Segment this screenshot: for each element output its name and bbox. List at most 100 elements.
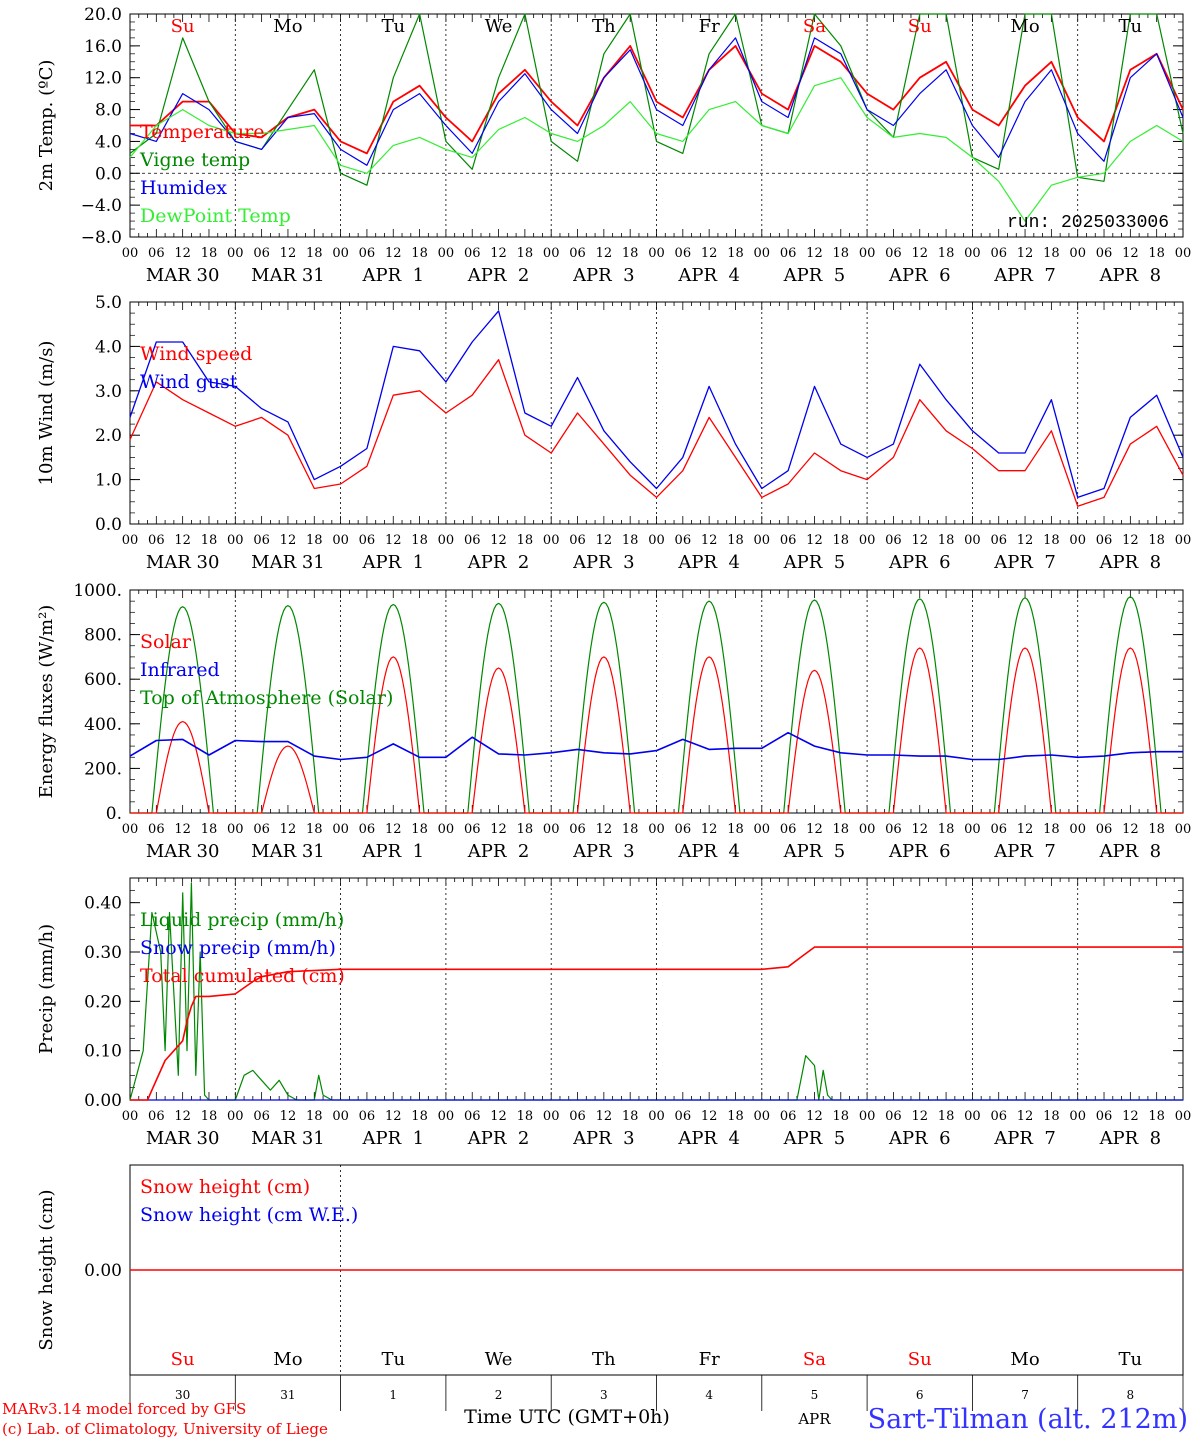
hour-tick-label: 06 bbox=[359, 1109, 376, 1124]
hour-tick-label: 00 bbox=[543, 246, 560, 261]
legend-entry: Wind speed bbox=[140, 343, 252, 365]
hour-tick-label: 06 bbox=[885, 533, 902, 548]
solar-line bbox=[130, 647, 1183, 814]
hour-tick-label: 18 bbox=[833, 1109, 850, 1124]
hour-tick-label: 18 bbox=[622, 822, 639, 837]
hour-tick-label: 18 bbox=[727, 822, 744, 837]
date-label: MAR 30 bbox=[146, 265, 220, 286]
hour-tick-label: 06 bbox=[464, 533, 481, 548]
weekday-label: Fr bbox=[699, 1349, 720, 1370]
date-label: APR 4 bbox=[677, 265, 740, 286]
hour-tick-label: 00 bbox=[227, 1109, 244, 1124]
hour-tick-label: 06 bbox=[359, 533, 376, 548]
day-number-label: 5 bbox=[811, 1388, 819, 1402]
credit-line: MARv3.14 model forced by GFS bbox=[2, 1400, 246, 1418]
hour-tick-label: 18 bbox=[833, 246, 850, 261]
y-tick-label: 0.00 bbox=[84, 1091, 122, 1111]
date-label: APR 1 bbox=[361, 265, 424, 286]
weekday-label: Fr bbox=[699, 16, 720, 37]
y-tick-label: 1.0 bbox=[95, 471, 122, 491]
date-label: APR 4 bbox=[677, 1128, 740, 1149]
y-axis-label: Precip (mm/h) bbox=[36, 924, 57, 1054]
hour-tick-label: 18 bbox=[201, 1109, 218, 1124]
hour-tick-label: 18 bbox=[1148, 1109, 1165, 1124]
hour-tick-label: 18 bbox=[517, 1109, 534, 1124]
hour-tick-label: 06 bbox=[569, 533, 586, 548]
hour-tick-label: 06 bbox=[1096, 822, 1113, 837]
date-label: MAR 30 bbox=[146, 841, 220, 862]
hour-tick-label: 06 bbox=[885, 246, 902, 261]
hour-tick-label: 12 bbox=[911, 1109, 928, 1124]
series-line-0 bbox=[129, 359, 1184, 507]
hour-tick-label: 18 bbox=[622, 533, 639, 548]
hour-tick-label: 06 bbox=[675, 822, 692, 837]
hour-tick-label: 00 bbox=[964, 822, 981, 837]
hour-tick-label: 00 bbox=[1175, 533, 1192, 548]
date-label: APR 3 bbox=[572, 265, 635, 286]
hour-tick-label: 00 bbox=[648, 246, 665, 261]
hour-tick-label: 00 bbox=[859, 1109, 876, 1124]
hour-tick-label: 00 bbox=[227, 246, 244, 261]
legend-entry: DewPoint Temp bbox=[140, 205, 291, 227]
date-label: APR 5 bbox=[783, 552, 846, 573]
hour-tick-label: 12 bbox=[1122, 1109, 1139, 1124]
day-number-label: 1 bbox=[389, 1388, 397, 1402]
date-label: APR 6 bbox=[888, 841, 951, 862]
hour-tick-label: 12 bbox=[596, 533, 613, 548]
hour-tick-label: 12 bbox=[280, 822, 297, 837]
hour-tick-label: 18 bbox=[1148, 533, 1165, 548]
date-label: APR 7 bbox=[993, 265, 1056, 286]
hour-tick-label: 00 bbox=[543, 533, 560, 548]
hour-tick-label: 06 bbox=[464, 1109, 481, 1124]
day-number-label: 31 bbox=[280, 1388, 295, 1402]
hour-tick-label: 18 bbox=[1148, 822, 1165, 837]
hour-tick-label: 06 bbox=[253, 822, 270, 837]
footer: Time UTC (GMT+0h) MARv3.14 model forced b… bbox=[2, 1400, 1188, 1438]
hour-tick-label: 18 bbox=[411, 533, 428, 548]
date-label: APR 7 bbox=[993, 1128, 1056, 1149]
hour-tick-label: 12 bbox=[911, 246, 928, 261]
date-label: APR 8 bbox=[1099, 1128, 1162, 1149]
hour-tick-label: 00 bbox=[227, 533, 244, 548]
hour-tick-label: 00 bbox=[122, 1109, 139, 1124]
hour-tick-label: 00 bbox=[754, 533, 771, 548]
infrared-line bbox=[129, 731, 1183, 761]
day-number-label: 7 bbox=[1021, 1388, 1029, 1402]
hour-tick-label: 18 bbox=[833, 533, 850, 548]
hour-tick-label: 00 bbox=[1175, 822, 1192, 837]
legend-entry: Total cumulated (cm) bbox=[140, 965, 345, 987]
series-line-0 bbox=[129, 882, 1183, 1101]
date-label: APR 4 bbox=[677, 841, 740, 862]
hour-tick-label: 12 bbox=[490, 533, 507, 548]
weekday-label: Tu bbox=[1119, 16, 1143, 37]
hour-tick-label: 06 bbox=[464, 246, 481, 261]
weekday-label: Tu bbox=[381, 16, 405, 37]
y-tick-label: 3.0 bbox=[95, 382, 122, 402]
weekday-label: Mo bbox=[1010, 16, 1039, 37]
hour-tick-label: 12 bbox=[280, 1109, 297, 1124]
hour-tick-label: 18 bbox=[1043, 822, 1060, 837]
x-axis-label: Time UTC (GMT+0h) bbox=[464, 1406, 670, 1428]
date-label: APR 8 bbox=[1099, 265, 1162, 286]
hour-tick-label: 12 bbox=[596, 1109, 613, 1124]
hour-tick-label: 18 bbox=[306, 246, 323, 261]
hour-tick-label: 00 bbox=[122, 533, 139, 548]
y-tick-label: 1000. bbox=[73, 581, 122, 601]
hour-tick-label: 18 bbox=[727, 533, 744, 548]
date-label: APR 3 bbox=[572, 552, 635, 573]
y-tick-label: 4.0 bbox=[95, 337, 122, 357]
y-tick-label: 0.30 bbox=[84, 943, 122, 963]
date-label: MAR 31 bbox=[251, 841, 325, 862]
hour-tick-label: 00 bbox=[332, 533, 349, 548]
series-line-2 bbox=[130, 946, 1183, 1101]
legend-entry: Humidex bbox=[140, 177, 227, 199]
weekday-label: Sa bbox=[803, 1349, 826, 1370]
y-tick-label: −8.0 bbox=[81, 228, 122, 248]
y-tick-label: 16.0 bbox=[84, 37, 122, 57]
y-tick-label: 0.10 bbox=[84, 1042, 122, 1062]
hour-tick-label: 00 bbox=[754, 246, 771, 261]
y-tick-label: 20.0 bbox=[84, 5, 122, 25]
hour-tick-label: 00 bbox=[438, 822, 455, 837]
y-tick-label: 0.40 bbox=[84, 894, 122, 914]
